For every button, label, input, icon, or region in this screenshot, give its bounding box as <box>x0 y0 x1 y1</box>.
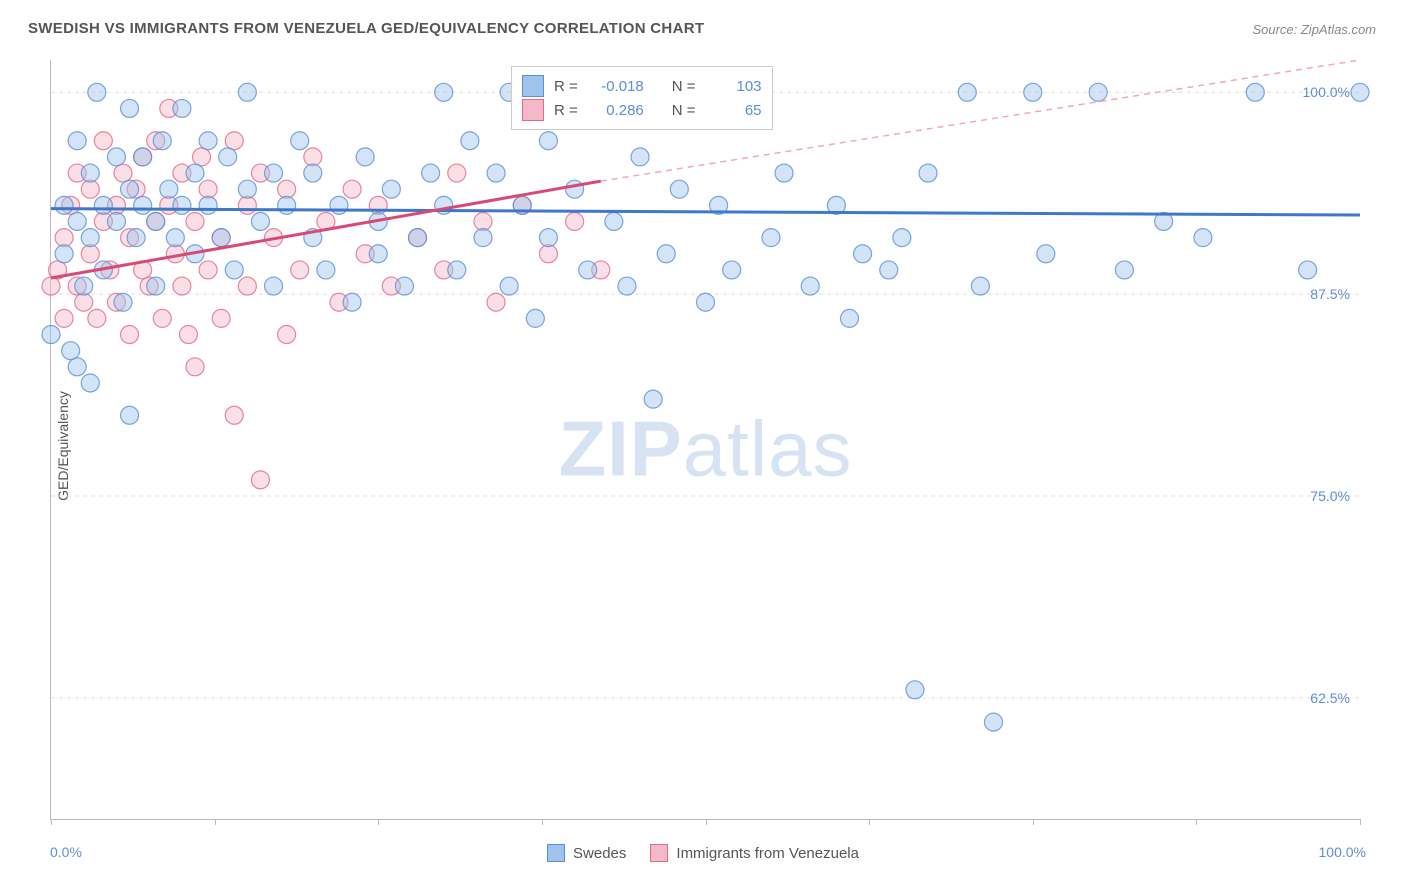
r-label: R = <box>554 78 578 95</box>
chart-title: SWEDISH VS IMMIGRANTS FROM VENEZUELA GED… <box>28 20 704 37</box>
swatch-swedes-icon <box>522 75 544 97</box>
r-value-venezuela: 0.286 <box>588 102 644 119</box>
legend-item-venezuela: Immigrants from Venezuela <box>650 844 859 862</box>
swatch-venezuela-icon <box>650 844 668 862</box>
swatch-venezuela-icon <box>522 99 544 121</box>
source-attribution: Source: ZipAtlas.com <box>1252 22 1376 37</box>
x-tick <box>869 819 870 825</box>
correlation-stats-box: R = -0.018 N = 103 R = 0.286 N = 65 <box>511 66 773 130</box>
y-tick-label: 100.0% <box>1303 84 1350 100</box>
n-value-venezuela: 65 <box>706 102 762 119</box>
legend: Swedes Immigrants from Venezuela <box>547 844 859 862</box>
y-tick-label: 87.5% <box>1310 286 1350 302</box>
y-tick-label: 62.5% <box>1310 690 1350 706</box>
n-label: N = <box>672 78 696 95</box>
chart-svg <box>51 60 1360 819</box>
legend-label-swedes: Swedes <box>573 845 626 862</box>
x-tick <box>1033 819 1034 825</box>
x-axis-min-label: 0.0% <box>50 844 82 860</box>
scatter-plot-area: ZIPatlas R = -0.018 N = 103 R = 0.286 N … <box>50 60 1360 820</box>
x-tick <box>378 819 379 825</box>
stats-row-swedes: R = -0.018 N = 103 <box>522 75 762 97</box>
x-tick <box>706 819 707 825</box>
x-tick <box>215 819 216 825</box>
stats-row-venezuela: R = 0.286 N = 65 <box>522 99 762 121</box>
x-tick <box>542 819 543 825</box>
x-tick <box>1360 819 1361 825</box>
y-tick-label: 75.0% <box>1310 488 1350 504</box>
x-tick <box>1196 819 1197 825</box>
x-tick <box>51 819 52 825</box>
n-value-swedes: 103 <box>706 78 762 95</box>
r-value-swedes: -0.018 <box>588 78 644 95</box>
legend-label-venezuela: Immigrants from Venezuela <box>676 845 859 862</box>
legend-item-swedes: Swedes <box>547 844 626 862</box>
r-label: R = <box>554 102 578 119</box>
swatch-swedes-icon <box>547 844 565 862</box>
x-axis-max-label: 100.0% <box>1319 844 1366 860</box>
n-label: N = <box>672 102 696 119</box>
